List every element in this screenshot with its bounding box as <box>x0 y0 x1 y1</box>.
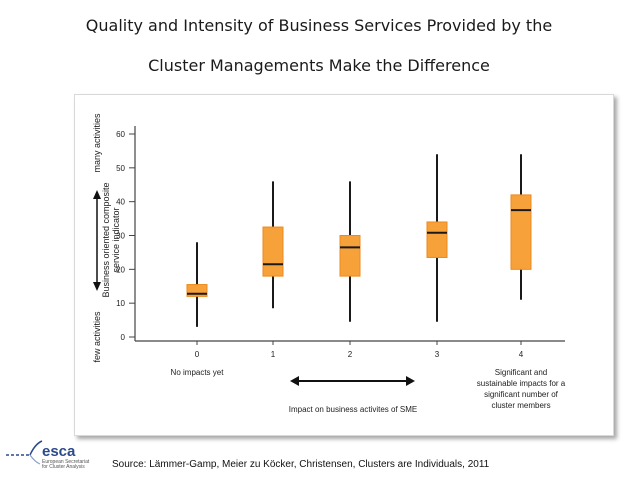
arrow-right-icon <box>406 376 415 386</box>
logo-name-text: esca <box>42 443 76 460</box>
y-tick-label: 60 <box>116 130 125 139</box>
x-tick-label: 2 <box>348 350 353 359</box>
source-citation: Source: Lämmer-Gamp, Meier zu Köcker, Ch… <box>112 459 490 470</box>
y-tick-label: 50 <box>116 164 125 173</box>
arrow-down-icon <box>93 282 101 291</box>
box-plot-chart: 0 10 20 30 40 50 60 0 1 2 3 4 No impacts yet Signific… <box>92 113 566 414</box>
y-tick-label: 20 <box>116 265 125 274</box>
category-note-significant-line: sustainable impacts for a <box>477 379 566 388</box>
x-axis-label: Impact on business activites of SME <box>289 405 418 414</box>
box-iqr <box>262 226 284 277</box>
y-axis-label-low: few activities <box>92 311 102 363</box>
arrow-left-icon <box>290 376 299 386</box>
chart-title-line-1: Quality and Intensity of Business Servic… <box>85 16 553 35</box>
logo-subtitle-2: for Cluster Analysis <box>42 464 85 470</box>
box-iqr <box>426 221 448 258</box>
y-tick-label: 30 <box>116 232 125 241</box>
x-tick-label: 0 <box>195 350 200 359</box>
category-note-no-impacts: No impacts yet <box>171 368 225 377</box>
y-axis-label-line-2: service indicator <box>111 207 121 272</box>
x-tick-label: 1 <box>271 350 276 359</box>
box-iqr <box>510 194 532 270</box>
logo-subtitle-1: European Secretariat <box>42 459 90 465</box>
category-note-significant-line: significant number of <box>484 390 559 399</box>
y-axis-label-high: many activities <box>92 113 102 173</box>
chart-panel: 0 10 20 30 40 50 60 0 1 2 3 4 No impacts yet Signific… <box>74 94 614 436</box>
y-tick-label: 10 <box>116 299 125 308</box>
box-iqr <box>186 284 208 297</box>
arrow-up-icon <box>93 190 101 199</box>
y-axis-label-line-1: Business oriented composite <box>101 182 111 297</box>
x-tick-label: 4 <box>519 350 524 359</box>
esca-logo: esca European Secretariat for Cluster An… <box>6 440 90 470</box>
y-tick-label: 40 <box>116 198 125 207</box>
y-tick-label: 0 <box>121 333 126 342</box>
x-tick-label: 3 <box>435 350 440 359</box>
category-note-significant-line: cluster members <box>491 401 550 410</box>
category-note-significant-line: Significant and <box>495 368 547 377</box>
box-iqr <box>339 235 361 277</box>
chart-title-line-2: Cluster Managements Make the Difference <box>148 56 490 75</box>
